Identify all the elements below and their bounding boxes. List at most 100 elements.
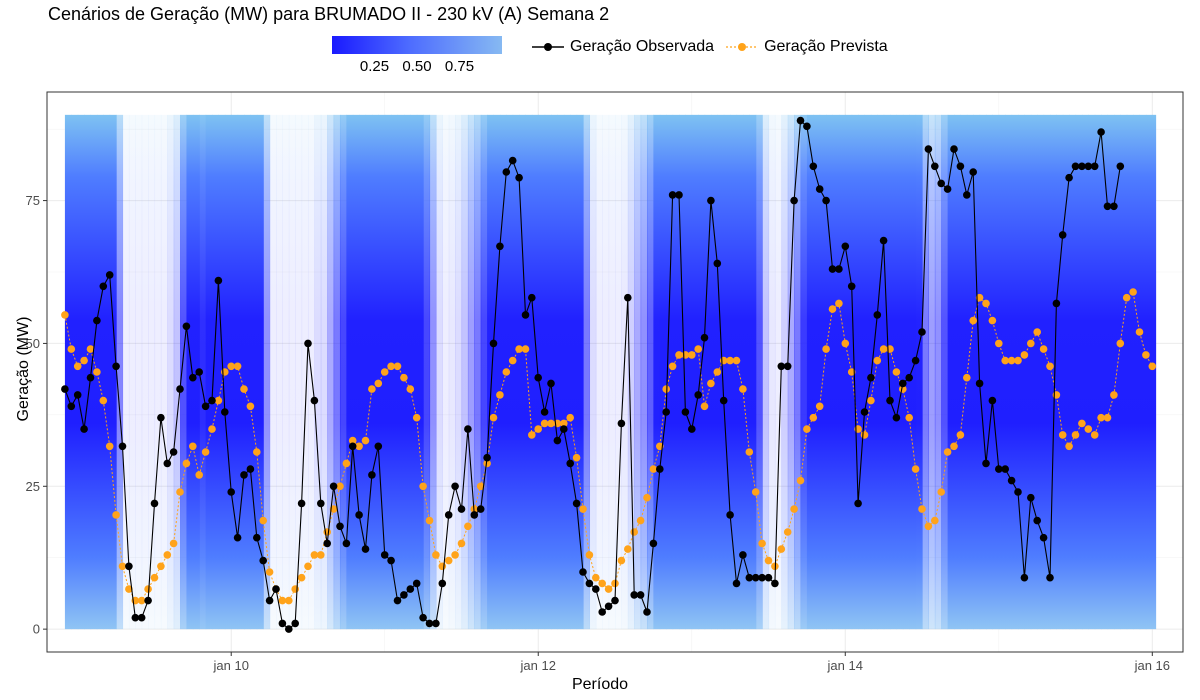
scenario-band-slice bbox=[269, 114, 277, 630]
forecast-point bbox=[1014, 356, 1022, 365]
observed-point bbox=[1084, 162, 1093, 171]
observed-point bbox=[125, 562, 133, 571]
observed-point bbox=[911, 356, 920, 365]
forecast-point bbox=[380, 368, 389, 376]
observed-point bbox=[515, 173, 523, 182]
forecast-point bbox=[1090, 431, 1099, 439]
scenario-band-slice bbox=[781, 114, 789, 630]
observed-point bbox=[879, 236, 888, 245]
observed-line bbox=[64, 119, 1121, 630]
scenario-band-slice bbox=[237, 114, 245, 630]
forecast-point bbox=[943, 448, 952, 456]
forecast-point bbox=[636, 516, 645, 525]
scenario-band-slice bbox=[320, 114, 328, 630]
forecast-point bbox=[764, 556, 773, 565]
scenario-band-slice bbox=[263, 114, 271, 630]
scenario-band-slice bbox=[736, 114, 744, 630]
forecast-point bbox=[835, 299, 843, 308]
scenario-band-slice bbox=[858, 114, 866, 630]
forecast-point bbox=[1110, 391, 1118, 399]
scenario-band-slice bbox=[410, 114, 418, 630]
scenario-band-slice bbox=[160, 114, 168, 630]
forecast-point bbox=[675, 351, 683, 359]
observed-point bbox=[886, 396, 894, 405]
observed-point bbox=[713, 259, 722, 268]
colorbar-ticks: 0.25 0.50 0.75 bbox=[332, 54, 502, 76]
forecast-point bbox=[508, 356, 517, 365]
observed-point bbox=[118, 442, 127, 451]
scenario-band-slice bbox=[678, 114, 686, 630]
y-tick-label: 75 bbox=[26, 193, 40, 208]
scenario-band-slice bbox=[685, 114, 693, 630]
observed-point bbox=[1001, 465, 1009, 473]
scenario-band-slice bbox=[461, 114, 469, 630]
observed-point bbox=[624, 293, 632, 302]
forecast-point bbox=[291, 585, 300, 593]
forecast-point bbox=[150, 573, 159, 582]
forecast-point bbox=[585, 551, 594, 559]
forecast-point bbox=[515, 345, 523, 353]
scenario-band-slice bbox=[1069, 114, 1077, 630]
observed-point bbox=[1014, 488, 1022, 496]
observed-point bbox=[700, 333, 709, 342]
scenario-band-slice bbox=[627, 114, 635, 630]
scenario-band-slice bbox=[742, 114, 750, 630]
forecast-point bbox=[732, 356, 741, 365]
y-axis-title: Geração (MW) bbox=[15, 316, 32, 422]
scenario-band-slice bbox=[998, 114, 1006, 630]
scenario-band-slice bbox=[615, 114, 622, 630]
observed-point bbox=[719, 396, 728, 405]
forecast-point bbox=[1135, 328, 1144, 336]
forecast-point bbox=[425, 516, 434, 525]
scenario-band-slice bbox=[563, 114, 571, 630]
forecast-point bbox=[252, 448, 261, 456]
forecast-point bbox=[317, 551, 325, 559]
scenario-band-slice bbox=[602, 114, 610, 630]
forecast-point bbox=[911, 465, 920, 473]
scenario-band-slice bbox=[186, 114, 194, 630]
observed-point bbox=[201, 402, 210, 411]
observed-point bbox=[585, 579, 594, 588]
forecast-point bbox=[489, 413, 498, 422]
forecast-point bbox=[950, 442, 958, 451]
scenario-band-slice bbox=[212, 114, 220, 630]
forecast-point bbox=[905, 413, 913, 422]
forecast-point bbox=[105, 442, 114, 451]
scenario-band-slice bbox=[435, 114, 443, 630]
scenario-band-slice bbox=[256, 114, 264, 630]
scenario-band-slice bbox=[902, 114, 910, 630]
observed-point bbox=[963, 191, 971, 199]
observed-point bbox=[572, 499, 581, 508]
observed-point bbox=[937, 179, 945, 188]
observed-point bbox=[457, 505, 466, 513]
observed-point bbox=[112, 362, 120, 371]
forecast-point bbox=[745, 448, 754, 456]
observed-point bbox=[451, 482, 459, 491]
forecast-point bbox=[931, 516, 939, 525]
forecast-point bbox=[995, 339, 1003, 348]
observed-point bbox=[470, 511, 479, 519]
forecast-point bbox=[169, 539, 178, 548]
forecast-point bbox=[233, 362, 242, 371]
scenario-band-slice bbox=[762, 114, 770, 630]
observed-point bbox=[540, 408, 549, 416]
scenario-band-slice bbox=[416, 114, 424, 630]
forecast-point bbox=[956, 431, 965, 439]
forecast-point bbox=[975, 293, 984, 302]
observed-point bbox=[1103, 202, 1112, 211]
observed-point bbox=[86, 373, 95, 382]
observed-point bbox=[1046, 573, 1054, 582]
observed-point bbox=[1110, 202, 1118, 211]
forecast-point bbox=[822, 345, 830, 353]
scenario-band-slice bbox=[275, 114, 283, 630]
observed-point bbox=[835, 265, 843, 273]
forecast-point bbox=[93, 368, 101, 376]
scenario-band-slice bbox=[672, 114, 680, 630]
forecast-point bbox=[86, 345, 95, 353]
forecast-point bbox=[393, 362, 402, 371]
scenario-band-slice bbox=[973, 114, 981, 630]
forecast-point bbox=[617, 556, 626, 565]
scenario-band-slice bbox=[1139, 114, 1147, 630]
scenario-band-slice bbox=[832, 114, 840, 630]
scenario-band-slice bbox=[806, 114, 814, 630]
